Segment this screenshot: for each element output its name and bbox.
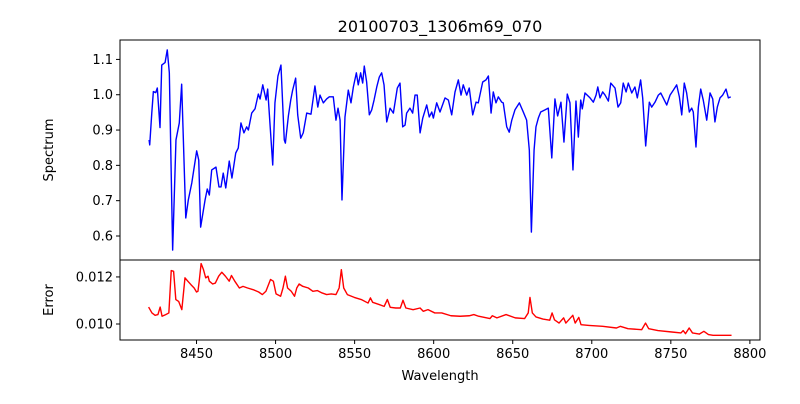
- x-axis-label: Wavelength: [401, 369, 478, 384]
- error-x-tick-label: 8500: [259, 347, 292, 362]
- chart-title: 20100703_1306m69_070: [338, 17, 543, 37]
- spectrum-line: [148, 49, 732, 251]
- error-x-tick-label: 8650: [496, 347, 529, 362]
- error-x-tick-label: 8700: [575, 347, 608, 362]
- spectrum-y-tick-label: 0.9: [92, 124, 113, 139]
- error-y-tick-label: 0.012: [76, 270, 113, 285]
- error-y-axis-label: Error: [42, 284, 57, 316]
- spectrum-y-tick-label: 0.7: [92, 194, 113, 209]
- error-panel: 0.010 0.012 8450 8500 8550 8600 8650 8700 8750 88…: [76, 259, 766, 362]
- error-axes-frame: [119, 259, 761, 341]
- spectrum-y-tick-label: 0.8: [92, 159, 113, 174]
- error-x-tick-label: 8800: [733, 347, 766, 362]
- error-y-tick-label: 0.010: [76, 318, 113, 333]
- spectrum-y-tick-label: 1.0: [92, 88, 113, 103]
- error-line: [148, 262, 732, 336]
- spectrum-panel: 0.6 0.7 0.8 0.9 1.0 1.1: [92, 39, 761, 261]
- error-x-tick-label: 8600: [417, 347, 450, 362]
- error-x-tick-label: 8750: [654, 347, 687, 362]
- spectrum-axes-frame: [119, 39, 761, 261]
- spectrum-y-tick-label: 0.6: [92, 229, 113, 244]
- error-x-tick-label: 8550: [338, 347, 371, 362]
- error-x-tick-label: 8450: [180, 347, 213, 362]
- spectrum-y-tick-label: 1.1: [92, 53, 113, 68]
- spectrum-y-axis-label: Spectrum: [42, 119, 57, 182]
